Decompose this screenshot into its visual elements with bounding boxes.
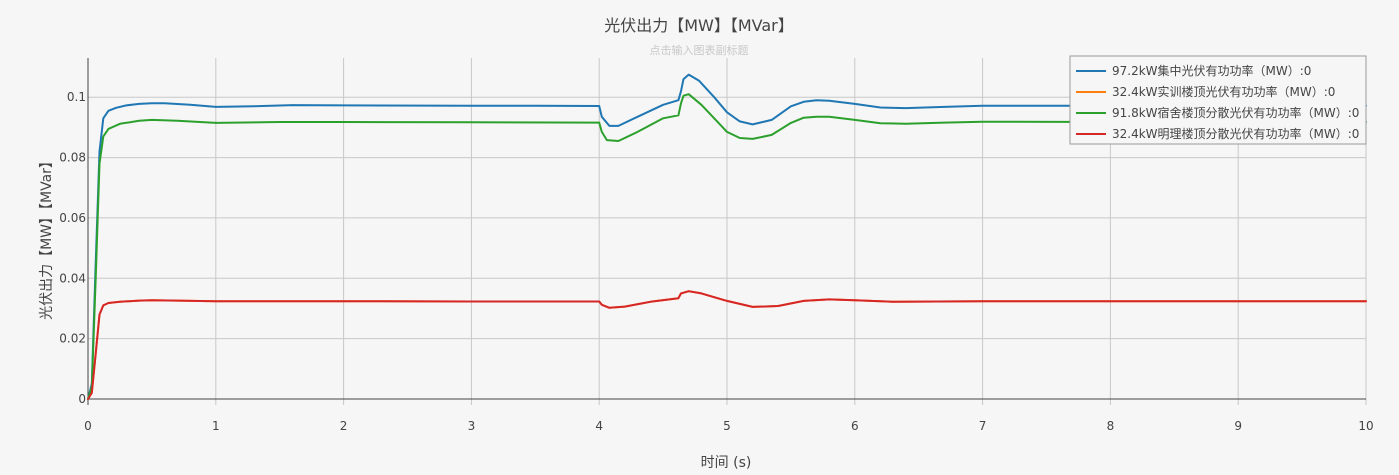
x-tick-label: 0 <box>84 419 92 433</box>
x-tick-label: 9 <box>1234 419 1242 433</box>
x-tick-label: 1 <box>212 419 220 433</box>
legend-entry[interactable]: 97.2kW集中光伏有功功率（MW）:0 <box>1112 63 1311 78</box>
x-tick-label: 4 <box>595 419 603 433</box>
legend-entry[interactable]: 32.4kW明理楼顶分散光伏有功功率（MW）:0 <box>1112 126 1359 141</box>
x-tick-label: 7 <box>979 419 987 433</box>
legend-box <box>1069 55 1367 145</box>
series-group <box>87 73 1367 400</box>
legend-entry[interactable]: 32.4kW实训楼顶光伏有功功率（MW）:0 <box>1112 84 1335 99</box>
series-line-4[interactable] <box>87 290 1367 400</box>
y-tick-label: 0 <box>78 392 86 406</box>
y-tick-label: 0.08 <box>59 151 86 165</box>
x-tick-label: 3 <box>468 419 476 433</box>
chart-subtitle[interactable]: 点击输入图表副标题 <box>650 43 749 57</box>
series-line-3[interactable] <box>87 93 1367 400</box>
y-tick-label: 0.06 <box>59 211 86 225</box>
x-tick-label: 8 <box>1107 419 1115 433</box>
x-tick-label: 10 <box>1358 419 1373 433</box>
chart-title[interactable]: 光伏出力【MW】【MVar】 <box>604 16 794 35</box>
x-tick-label: 5 <box>723 419 731 433</box>
series-line-1[interactable] <box>87 73 1367 400</box>
y-tick-label: 0.04 <box>59 271 86 285</box>
x-axis-title: 时间 (s) <box>701 455 752 471</box>
tick-labels: 0 1 2 3 4 5 6 7 8 9 10 0 0.02 0.04 0.06 0.08 0.1 <box>59 90 1373 433</box>
y-tick-label: 0.02 <box>59 332 86 346</box>
x-tick-label: 2 <box>340 419 348 433</box>
legend[interactable]: 97.2kW集中光伏有功功率（MW）:0 32.4kW实训楼顶光伏有功功率（MW）… <box>1069 55 1367 145</box>
y-axis-title: 光伏出力【MW】【MVar】 <box>39 154 55 320</box>
legend-entry[interactable]: 91.8kW宿舍楼顶分散光伏有功功率（MW）:0 <box>1112 105 1359 120</box>
y-tick-label: 0.1 <box>67 90 86 104</box>
x-tick-label: 6 <box>851 419 859 433</box>
